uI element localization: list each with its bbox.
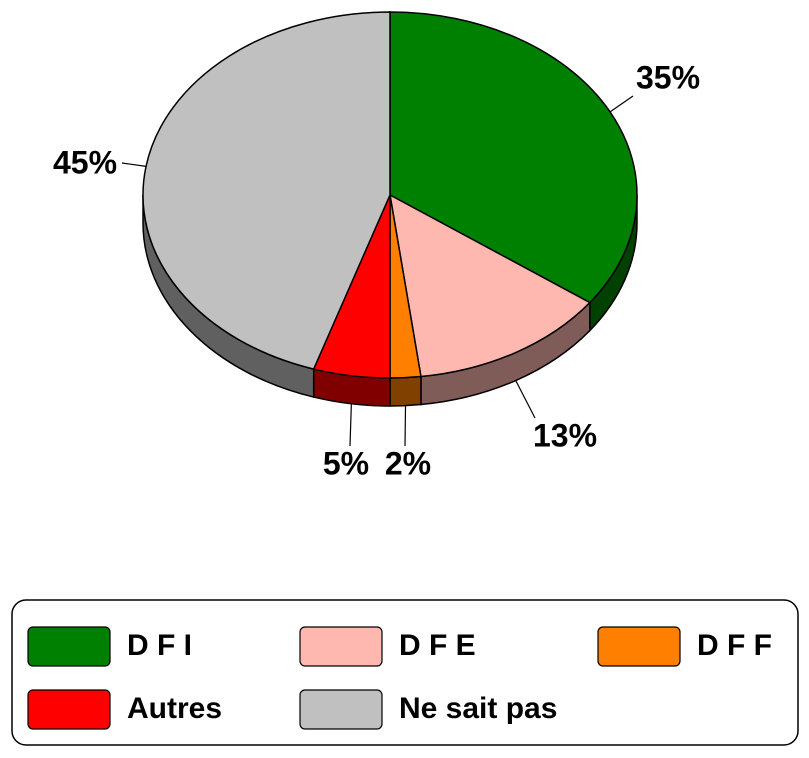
leader-line [609,95,634,113]
leader-line [349,403,352,447]
data-label: 5% [323,445,369,481]
legend-label: Autres [127,692,222,725]
legend-swatch [299,689,383,730]
legend-swatch [27,626,111,667]
data-label: 35% [636,59,700,95]
data-label: 45% [53,144,117,180]
leader-line [121,162,147,167]
slice-side [389,375,422,407]
data-label: 13% [533,417,597,453]
leader-line [404,405,407,447]
data-label: 2% [385,445,431,481]
legend-swatch [27,689,111,730]
legend-label: D F E [399,629,476,662]
slice [389,193,592,378]
leader-line [515,380,536,419]
legend-label: D F I [127,629,192,662]
slice [142,11,391,370]
legend-swatch [597,626,681,667]
legend-label: Ne sait pas [399,692,557,725]
legend-label: D F F [697,629,772,662]
legend-swatch [299,626,383,667]
